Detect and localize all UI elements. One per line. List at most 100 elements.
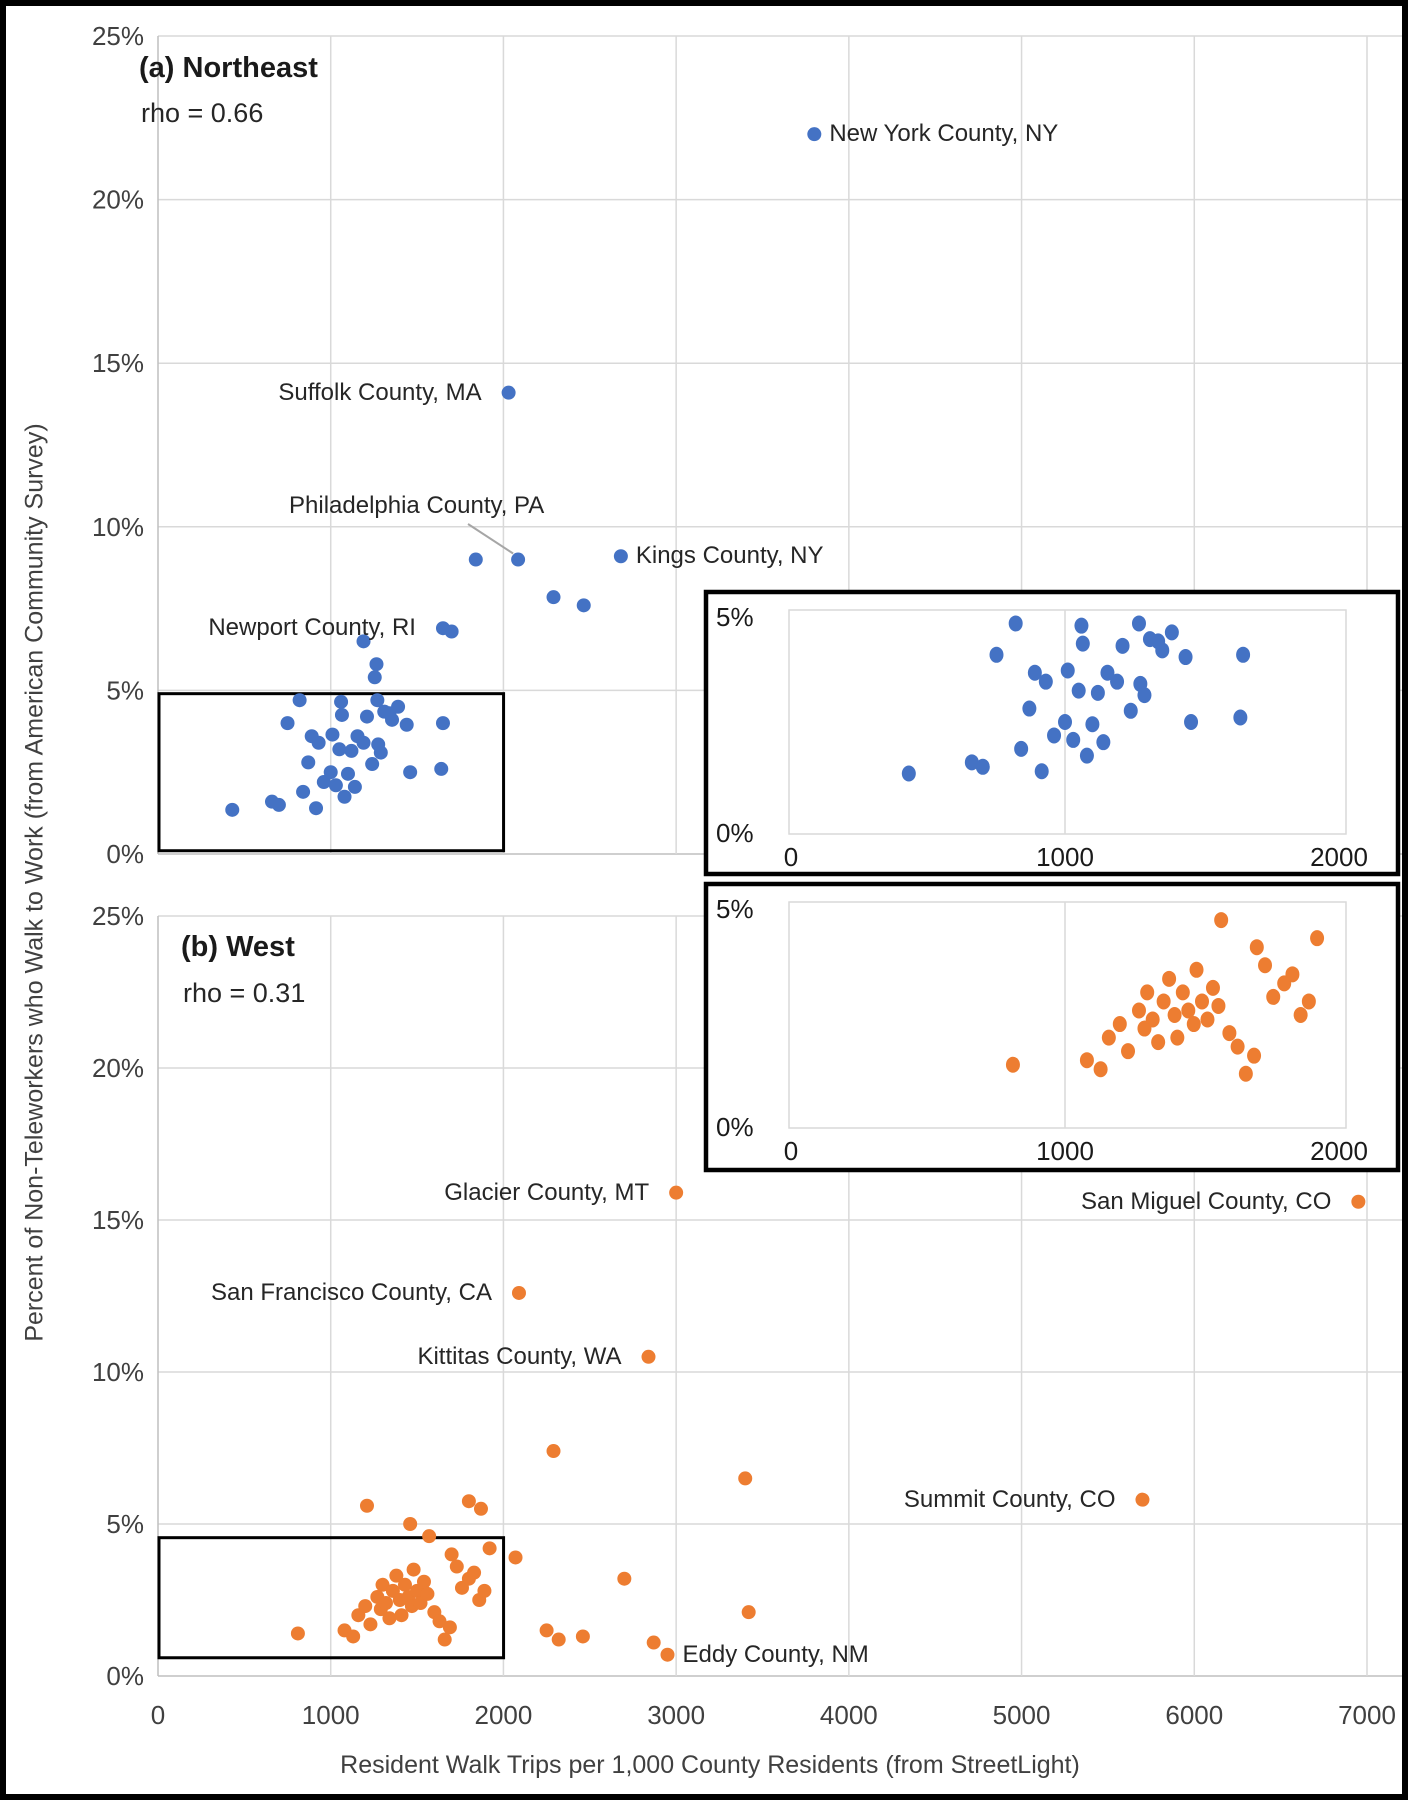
inset-scatter-point xyxy=(1140,984,1155,1001)
inset-scatter-point xyxy=(1310,930,1325,947)
inset-scatter-point xyxy=(1170,1029,1185,1046)
inset-scatter-point xyxy=(1005,1056,1020,1073)
inset-y-label-bottom: 0% xyxy=(716,818,754,848)
inset-y-label-top: 5% xyxy=(716,894,754,924)
scatter-point xyxy=(337,789,352,804)
inset-scatter-point xyxy=(1093,1061,1108,1078)
scatter-point-labeled xyxy=(641,1349,656,1364)
inset-scatter-point xyxy=(1022,700,1037,717)
inset-scatter-point xyxy=(1214,912,1229,929)
inset-scatter-point xyxy=(1034,763,1049,780)
y-tick-label: 5% xyxy=(106,1509,144,1539)
inset-scatter-point xyxy=(1038,673,1053,690)
x-tick-label: 5000 xyxy=(993,1700,1051,1730)
x-tick-label: 7000 xyxy=(1338,1700,1396,1730)
inset-scatter-point xyxy=(1151,1034,1166,1051)
inset-scatter-point xyxy=(1131,1002,1146,1019)
scatter-point-labeled xyxy=(435,621,450,636)
scatter-point xyxy=(646,1635,661,1650)
scatter-point xyxy=(449,1559,464,1574)
x-axis-ticks: 0 1000 2000 3000 4000 5000 6000 7000 xyxy=(151,1700,1396,1730)
scatter-point-labeled xyxy=(660,1647,675,1662)
inset-panel-a: 5% 0% 0 1000 2000 xyxy=(703,589,1401,877)
y-axis-title: Percent of Non-Teleworkers who Walk to W… xyxy=(20,423,49,1342)
scatter-point xyxy=(508,1550,523,1565)
scatter-point xyxy=(356,634,371,649)
scatter-point xyxy=(477,1583,492,1598)
x-axis-title: Resident Walk Trips per 1,000 County Res… xyxy=(340,1751,1080,1779)
scatter-point-labeled xyxy=(807,127,822,142)
inset-scatter-point xyxy=(1233,709,1248,726)
scatter-point-labeled xyxy=(501,385,516,400)
scatter-point xyxy=(359,1498,374,1513)
inset-scatter-point xyxy=(1205,979,1220,996)
inset-y-label-top: 5% xyxy=(716,602,754,632)
inset-scatter-point xyxy=(1162,970,1177,987)
panel-a: 25% 20% 15% 10% 5% 0% xyxy=(92,21,1402,869)
y-tick-label: 20% xyxy=(92,1053,144,1083)
scatter-point xyxy=(482,1541,497,1556)
scatter-point xyxy=(389,1568,404,1583)
x-tick-label: 1000 xyxy=(302,1700,360,1730)
inset-x-tick-label: 2000 xyxy=(1310,842,1368,872)
scatter-point xyxy=(403,1517,418,1531)
scatter-point xyxy=(373,745,388,760)
scatter-point xyxy=(359,709,374,724)
scatter-point xyxy=(403,765,418,780)
scatter-point xyxy=(422,1529,437,1544)
inset-scatter-point xyxy=(1075,635,1090,652)
panel-a-title: (a) Northeast xyxy=(139,52,318,84)
scatter-point xyxy=(741,1605,756,1620)
inset-scatter-point xyxy=(964,754,979,771)
inset-scatter-point xyxy=(1230,1038,1245,1055)
scatter-point xyxy=(323,765,338,780)
inset-scatter-point xyxy=(1222,1025,1237,1042)
scatter-point xyxy=(292,693,307,708)
scatter-point xyxy=(328,778,343,793)
label-leader-line xyxy=(467,523,514,555)
inset-scatter-point xyxy=(1155,642,1170,659)
point-label-new-york-county-ny: New York County, NY xyxy=(829,120,1059,148)
inset-scatter-point xyxy=(975,758,990,775)
x-tick-label: 2000 xyxy=(475,1700,533,1730)
x-tick-label: 4000 xyxy=(820,1700,878,1730)
inset-plot-area xyxy=(788,901,1347,1129)
point-label-kittitas-county-wa: Kittitas County, WA xyxy=(417,1342,622,1370)
inset-x-tick-label: 0 xyxy=(784,842,798,872)
panel-a-rho: rho = 0.66 xyxy=(141,98,264,128)
y-tick-label: 10% xyxy=(92,512,144,542)
inset-x-tick-label: 1000 xyxy=(1036,842,1094,872)
inset-scatter-point xyxy=(1164,624,1179,641)
inset-scatter-point xyxy=(1085,716,1100,733)
scatter-point xyxy=(311,735,326,750)
y-tick-label: 10% xyxy=(92,1357,144,1387)
inset-scatter-point xyxy=(1101,1029,1116,1046)
scatter-point xyxy=(432,1614,447,1629)
scatter-point xyxy=(576,598,591,613)
inset-scatter-point xyxy=(1079,747,1094,764)
scatter-point xyxy=(356,735,371,750)
scatter-point xyxy=(461,1494,476,1509)
scatter-point xyxy=(369,657,384,672)
inset-scatter-point xyxy=(989,646,1004,663)
scatter-point-labeled xyxy=(1135,1492,1150,1507)
scatter-point xyxy=(435,716,450,731)
scatter-point xyxy=(394,1608,409,1623)
point-label-kings-county-ny: Kings County, NY xyxy=(635,542,824,570)
point-label-san-francisco-county-ca: San Francisco County, CA xyxy=(210,1278,492,1306)
x-tick-label: 6000 xyxy=(1165,1700,1223,1730)
zoom-source-box xyxy=(157,1536,506,1660)
point-label-philadelphia-county-pa: Philadelphia County, PA xyxy=(289,492,545,519)
scatter-point-labeled xyxy=(1351,1194,1366,1209)
inset-scatter-point xyxy=(1211,997,1226,1014)
scatter-point xyxy=(225,802,240,817)
inset-scatter-point xyxy=(1175,984,1190,1001)
y-tick-label: 15% xyxy=(92,1205,144,1235)
scatter-point xyxy=(575,1629,590,1644)
scatter-point xyxy=(444,1547,459,1562)
scatter-point xyxy=(420,1586,435,1601)
inset-scatter-point xyxy=(1156,993,1171,1010)
inset-scatter-point xyxy=(1131,615,1146,632)
inset-scatter-point xyxy=(1195,993,1209,1010)
